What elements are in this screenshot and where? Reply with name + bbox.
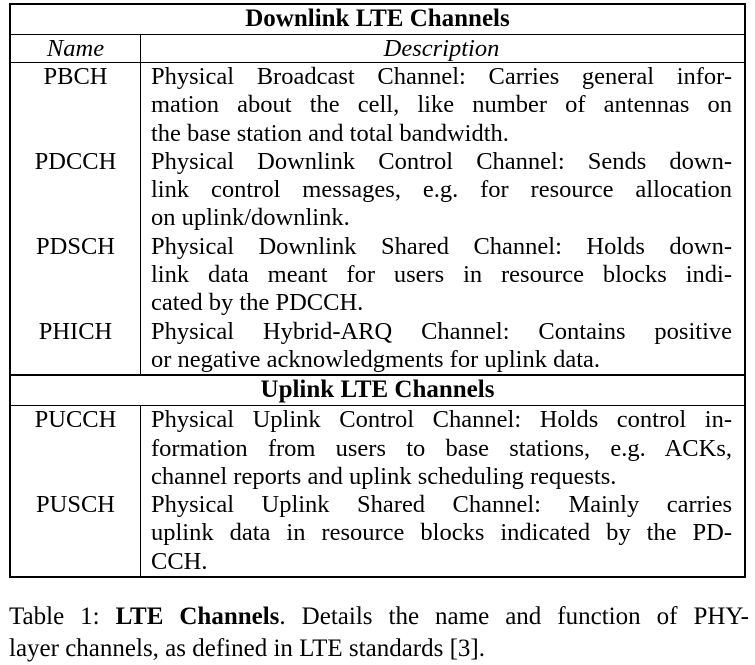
name-column-header: Name (11, 35, 141, 62)
channel-name: PDCCH (11, 147, 141, 233)
channel-name: PUSCH (11, 491, 141, 577)
table-header-row: Name Description (11, 35, 744, 63)
caption-line-1: Table 1: LTE Channels. Details the name … (9, 601, 749, 633)
table-row: PBCH Physical Broadcast Channel: Carries… (11, 63, 744, 148)
channel-name: PUCCH (11, 406, 141, 492)
table-row: PUCCH Physical Uplink Control Channel: H… (11, 406, 744, 492)
caption-label: Table 1: (9, 603, 100, 630)
description-line: Physical Broadcast Channel: Carries gene… (151, 63, 732, 90)
table-row: PHICH Physical Hybrid-ARQ Channel: Conta… (11, 317, 744, 375)
description-line: Physical Downlink Control Channel: Sends… (151, 147, 732, 175)
table-row: PDCCH Physical Downlink Control Channel:… (11, 147, 744, 233)
downlink-section-title: Downlink LTE Channels (11, 5, 744, 35)
description-line: Physical Downlink Shared Channel: Holds … (151, 232, 732, 260)
channel-description: Physical Uplink Control Channel: Holds c… (141, 406, 744, 491)
description-line: Physical Hybrid-ARQ Channel: Contains po… (151, 317, 732, 345)
description-line: or negative acknowledgments for uplink d… (151, 345, 601, 373)
channel-name: PHICH (11, 317, 141, 375)
channel-description: Physical Hybrid-ARQ Channel: Contains po… (141, 318, 744, 375)
table-row: PUSCH Physical Uplink Shared Channel: Ma… (11, 491, 744, 577)
channel-description: Physical Downlink Shared Channel: Holds … (141, 233, 744, 318)
table-row: PDSCH Physical Downlink Shared Channel: … (11, 232, 744, 318)
description-line: formation from users to base stations, e… (151, 434, 732, 462)
description-line: Physical Uplink Control Channel: Holds c… (151, 406, 732, 434)
caption-text-1: . Details the name and function of PHY- (279, 603, 750, 630)
lte-channels-table: Downlink LTE Channels Name Description P… (9, 3, 746, 579)
channel-description: Physical Downlink Control Channel: Sends… (141, 148, 744, 233)
channel-description: Physical Broadcast Channel: Carries gene… (141, 63, 744, 148)
description-line: the base station and total bandwidth. (151, 119, 509, 147)
description-line: uplink data in resource blocks indicated… (151, 519, 732, 547)
description-line: mation about the cell, like number of an… (151, 91, 732, 119)
description-line: cated by the PDCCH. (151, 289, 364, 317)
caption-title: LTE Channels (115, 603, 280, 630)
description-line: link control messages, e.g. for resource… (151, 176, 732, 204)
description-column-header: Description (383, 35, 500, 62)
uplink-section-title: Uplink LTE Channels (11, 374, 744, 407)
description-line: link data meant for users in resource bl… (151, 261, 732, 289)
channel-description: Physical Uplink Shared Channel: Mainly c… (141, 491, 744, 576)
channel-name: PDSCH (11, 232, 141, 318)
channel-name: PBCH (11, 63, 141, 148)
description-line: on uplink/downlink. (151, 204, 350, 232)
description-line: channel reports and uplink scheduling re… (151, 462, 617, 490)
description-line: Physical Uplink Shared Channel: Mainly c… (151, 491, 732, 519)
caption-line-2: layer channels, as defined in LTE standa… (9, 635, 486, 662)
description-line: CCH. (151, 547, 208, 575)
table-caption: Table 1: LTE Channels. Details the name … (9, 601, 749, 665)
